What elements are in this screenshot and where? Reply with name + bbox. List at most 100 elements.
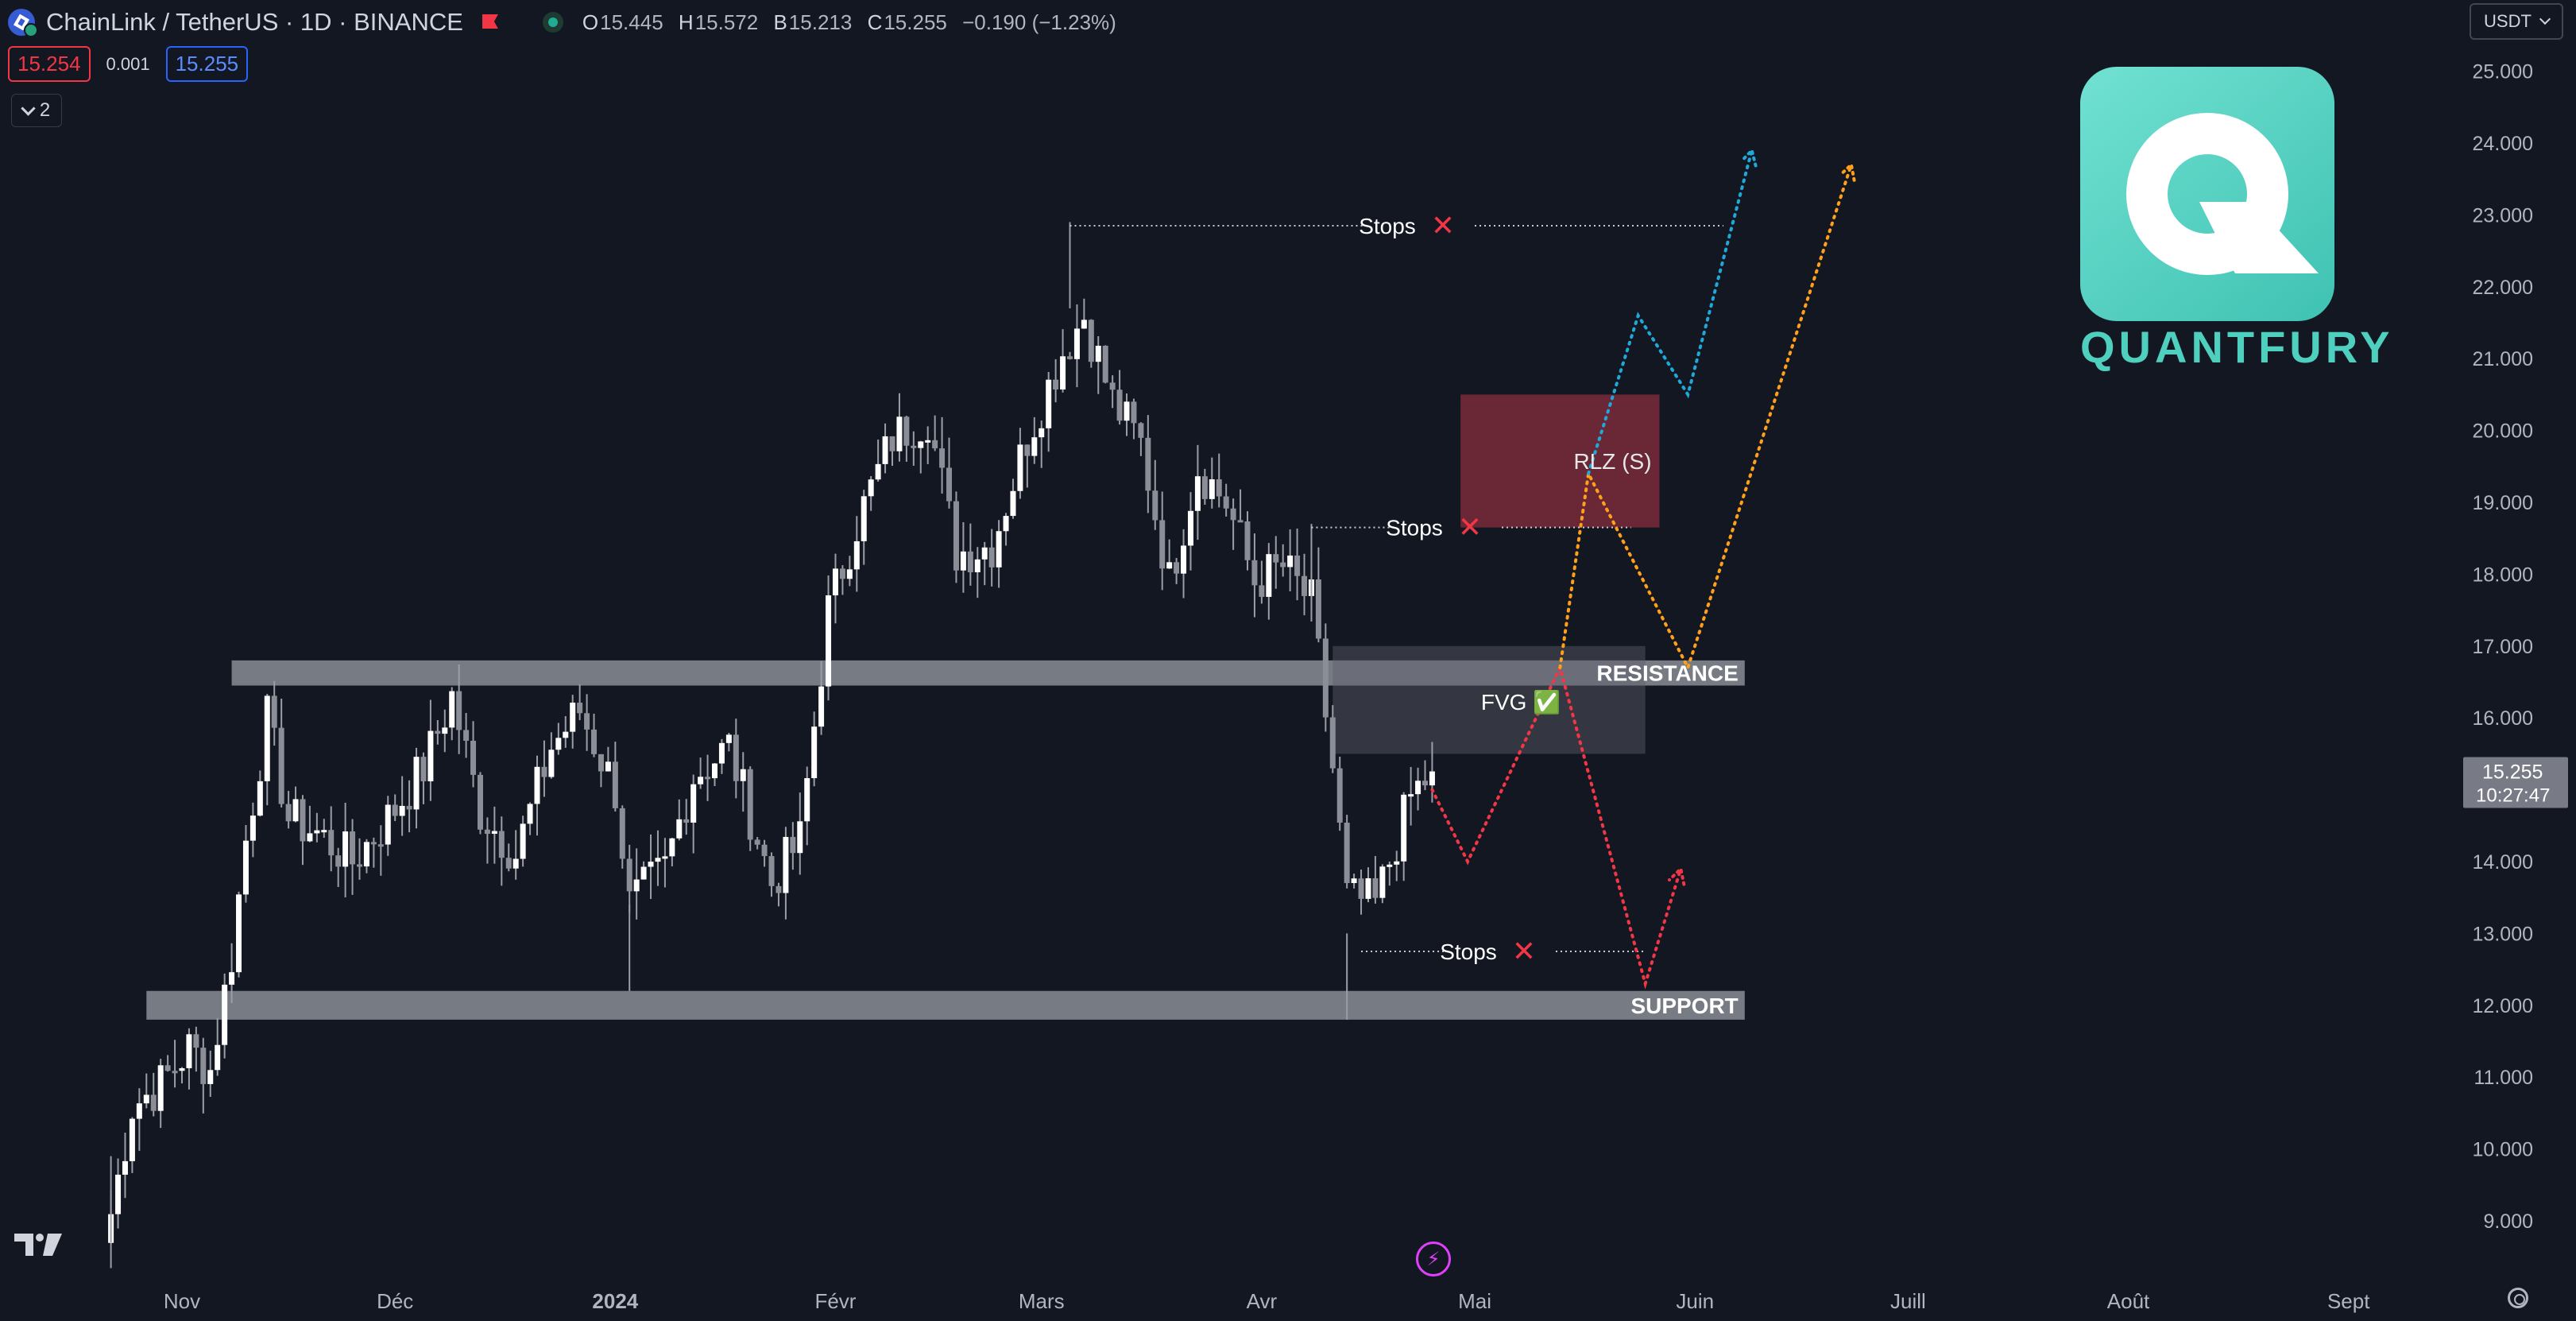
candle-body [1329, 717, 1336, 769]
candle-body [534, 766, 540, 804]
candle-body [563, 731, 569, 738]
currency-select[interactable]: USDT [2470, 3, 2563, 40]
indicators-collapse-button[interactable]: 2 [11, 94, 62, 127]
candle-body [868, 479, 874, 497]
price-tick-label: 20.000 [2473, 420, 2533, 443]
candle-body [1046, 379, 1052, 428]
rlz-zone [1460, 394, 1660, 528]
candle-body [484, 829, 490, 835]
candle-body [427, 730, 434, 782]
lightning-icon[interactable]: ⚡ [1416, 1242, 1451, 1276]
candle-body [1060, 356, 1066, 390]
candles-layer [108, 222, 1435, 1269]
stops-label: Stops [1440, 939, 1497, 964]
change-value: −0.190 (−1.23%) [962, 10, 1116, 34]
candle-body [1145, 437, 1151, 491]
candle-body [676, 819, 683, 839]
candle-body [285, 804, 292, 822]
candle-body [826, 595, 832, 687]
blue-projection-path [1587, 149, 1754, 475]
candle-body [776, 885, 782, 893]
support-label: SUPPORT [1630, 994, 1738, 1018]
candle-body [236, 894, 242, 973]
candle-body [1379, 866, 1386, 898]
spread-value: 0.001 [106, 53, 150, 74]
candle-body [150, 1094, 157, 1111]
candle-body [271, 695, 277, 728]
candle-body [1024, 444, 1031, 456]
candle-body [435, 730, 441, 734]
orange-arrow-head [1838, 161, 1856, 182]
stops-cross-icon: ✕ [1512, 936, 1536, 968]
price-tick-label: 21.000 [2473, 348, 2533, 370]
candle-body [207, 1070, 214, 1084]
candle-body [555, 738, 562, 750]
candle-body [1010, 490, 1016, 517]
candle-body [853, 540, 860, 570]
candle-body [512, 858, 519, 869]
candle-body [222, 984, 228, 1045]
candle-body [1287, 555, 1294, 568]
time-tick-label: Févr [814, 1289, 856, 1313]
candle-body [164, 1065, 171, 1071]
candle-body [612, 761, 618, 808]
candle-body [570, 703, 576, 732]
sell-price-button[interactable]: 15.254 [8, 46, 91, 82]
candle-body [718, 742, 725, 764]
candle-body [1003, 516, 1009, 532]
price-tick-label: 14.000 [2473, 851, 2533, 874]
candle-body [1237, 520, 1244, 523]
candle-body [242, 840, 249, 895]
candle-body [1302, 575, 1308, 596]
candle-body [122, 1160, 128, 1175]
flag-icon[interactable] [481, 13, 500, 32]
candle-body [200, 1048, 207, 1084]
candle-body [939, 448, 946, 468]
candle-body [377, 844, 384, 847]
time-tick-label: Juill [1890, 1289, 1926, 1313]
candle-body [249, 815, 256, 841]
last-price-tag [2463, 757, 2568, 808]
resistance-zone [231, 660, 1745, 686]
candle-body [470, 741, 477, 775]
candle-body [1401, 794, 1407, 862]
candle-body [229, 972, 235, 985]
candle-body [1244, 521, 1251, 560]
time-axis[interactable]: Nov Déc 2024 Févr Mars Avr Mai Juin Juill Août Sep… [164, 1289, 2370, 1313]
candle-body [1088, 320, 1094, 362]
candle-body [215, 1044, 221, 1071]
buy-price-button[interactable]: 15.255 [165, 46, 249, 82]
candle-body [172, 1071, 178, 1074]
candle-body [804, 778, 810, 822]
red-arrow-head [1667, 866, 1686, 886]
tradingview-logo-icon[interactable] [13, 1229, 64, 1261]
price-axis[interactable]: 25.000 24.000 23.000 22.000 21.000 20.000 19.0… [2463, 61, 2568, 1233]
candle-body [1336, 768, 1343, 823]
candle-body [1415, 781, 1421, 795]
indicators-count: 2 [39, 99, 51, 121]
symbol-title[interactable]: ChainLink / TetherUS · 1D · BINANCE [46, 8, 463, 36]
candle-body [1344, 823, 1350, 884]
price-tick-label: 23.000 [2473, 204, 2533, 227]
time-tick-label: Nov [164, 1289, 200, 1313]
time-tick-label: Déc [377, 1289, 413, 1313]
candle-body [129, 1118, 135, 1161]
candle-body [520, 823, 526, 859]
market-status-icon[interactable] [542, 12, 563, 33]
candle-body [1358, 878, 1364, 899]
chainlink-icon [8, 9, 38, 37]
candle-body [335, 855, 342, 867]
candle-body [1174, 562, 1180, 574]
time-tick-label: Mars [1019, 1289, 1065, 1313]
candle-body [988, 547, 995, 568]
candle-body [861, 496, 867, 541]
candle-body [725, 734, 732, 743]
candle-body [449, 691, 455, 728]
price-tick-label: 19.000 [2473, 492, 2533, 514]
last-price-label: 15.255 [2482, 761, 2543, 784]
candle-body [669, 838, 675, 857]
candle-body [662, 856, 668, 859]
gear-icon[interactable] [2508, 1288, 2528, 1308]
candle-body [846, 569, 853, 579]
